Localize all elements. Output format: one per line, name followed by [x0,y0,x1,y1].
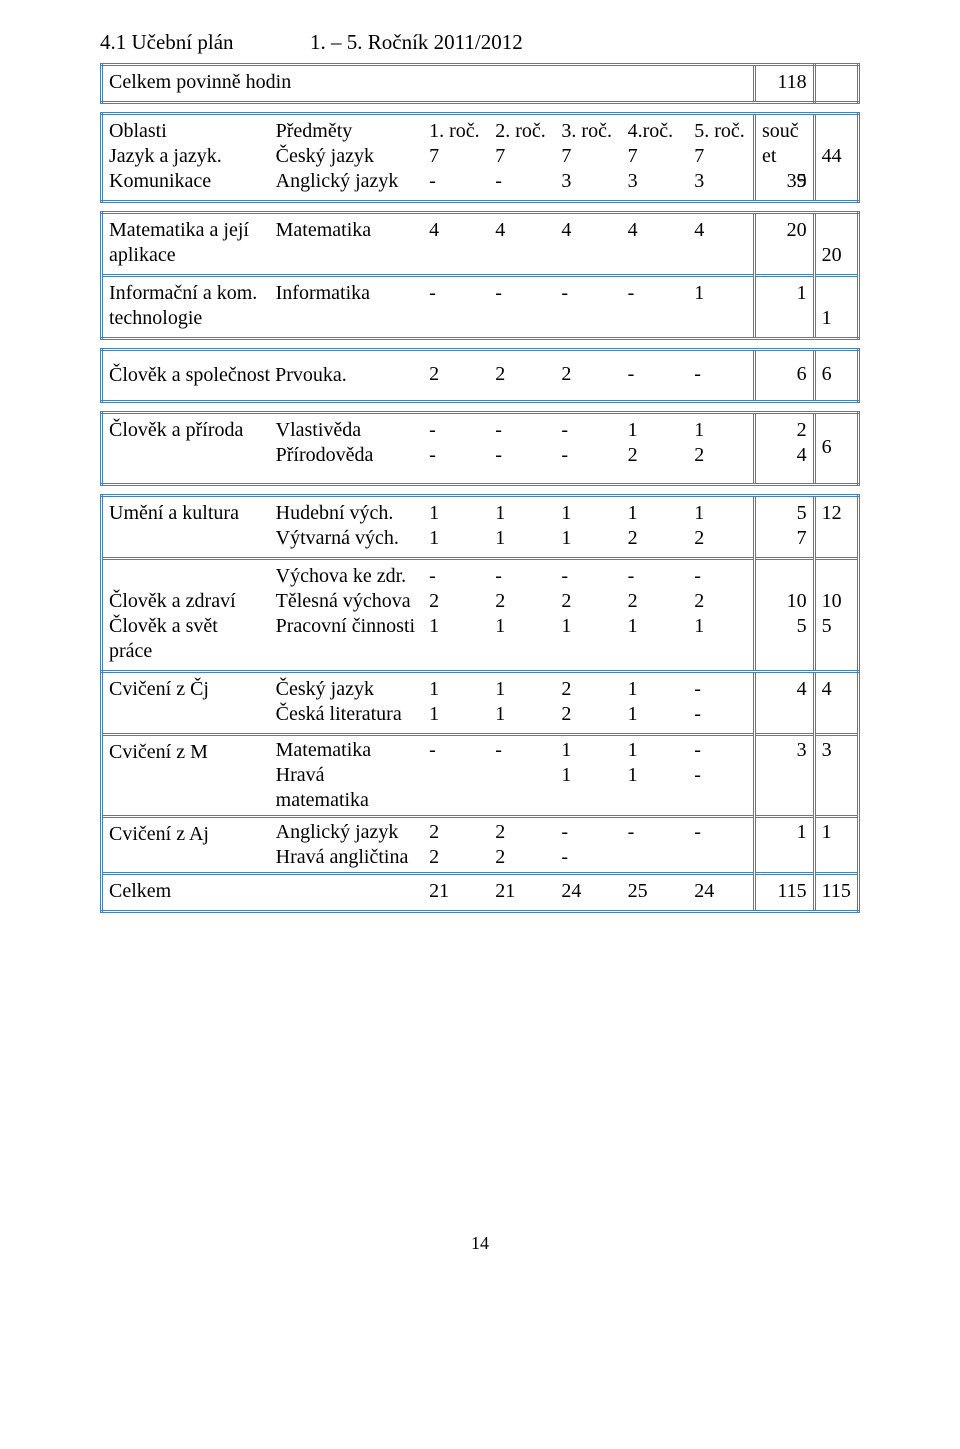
table-row: Člověk a příroda Vlastivěda Přírodověda … [102,413,859,485]
header-g5: 5. roč. [694,119,747,144]
header-sum1: souč [762,119,807,144]
header-sum2: et 35 [762,144,807,169]
table-row: Cvičení z Aj Anglický jazyk Hravá anglič… [102,817,859,874]
table-row: Cvičení z Čj Český jazyk Česká literatur… [102,672,859,735]
subj-aj: Anglický jazyk [276,169,417,194]
subj-cj: Český jazyk [276,144,417,169]
table-row: Člověk a zdraví Člověk a svět práce Vých… [102,559,859,672]
table-row: Člověk a společnost Prvouka. 2 2 2 - - 6… [102,350,859,402]
lang-total: 44 [814,114,858,202]
total-hours-label: Celkem povinně hodin [102,65,424,103]
area-lang2: Komunikace [109,169,264,194]
area-lang1: Jazyk a jazyk. [109,144,264,169]
header-g4: 4.roč. [628,119,683,144]
page-number: 14 [0,1233,960,1274]
table-row: Cvičení z M Matematika Hravá matematika … [102,735,859,817]
header-g1: 1. roč. [429,119,483,144]
heading-year: 1. – 5. Ročník 2011/2012 [310,30,523,55]
curriculum-table: Celkem povinně hodin 118 Oblasti Jazyk a… [100,63,860,913]
header-g3: 3. roč. [561,119,615,144]
page-heading: 4.1 Učební plán 1. – 5. Ročník 2011/2012 [100,30,860,55]
table-row: Oblasti Jazyk a jazyk. Komunikace Předmě… [102,114,859,202]
heading-section: 4.1 Učební plán [100,30,310,55]
table-row: Celkem povinně hodin 118 [102,65,859,103]
table-row: Celkem 21 21 24 25 24 115 115 [102,874,859,912]
header-subject: Předměty [276,119,417,144]
header-area: Oblasti [109,119,264,144]
table-row: Umění a kultura Hudební vých. Výtvarná v… [102,496,859,559]
total-hours-value: 118 [754,65,814,103]
header-g2: 2. roč. [495,119,549,144]
table-row: Informační a kom. technologie Informatik… [102,276,859,339]
table-row: Matematika a její aplikace Matematika 4 … [102,213,859,276]
